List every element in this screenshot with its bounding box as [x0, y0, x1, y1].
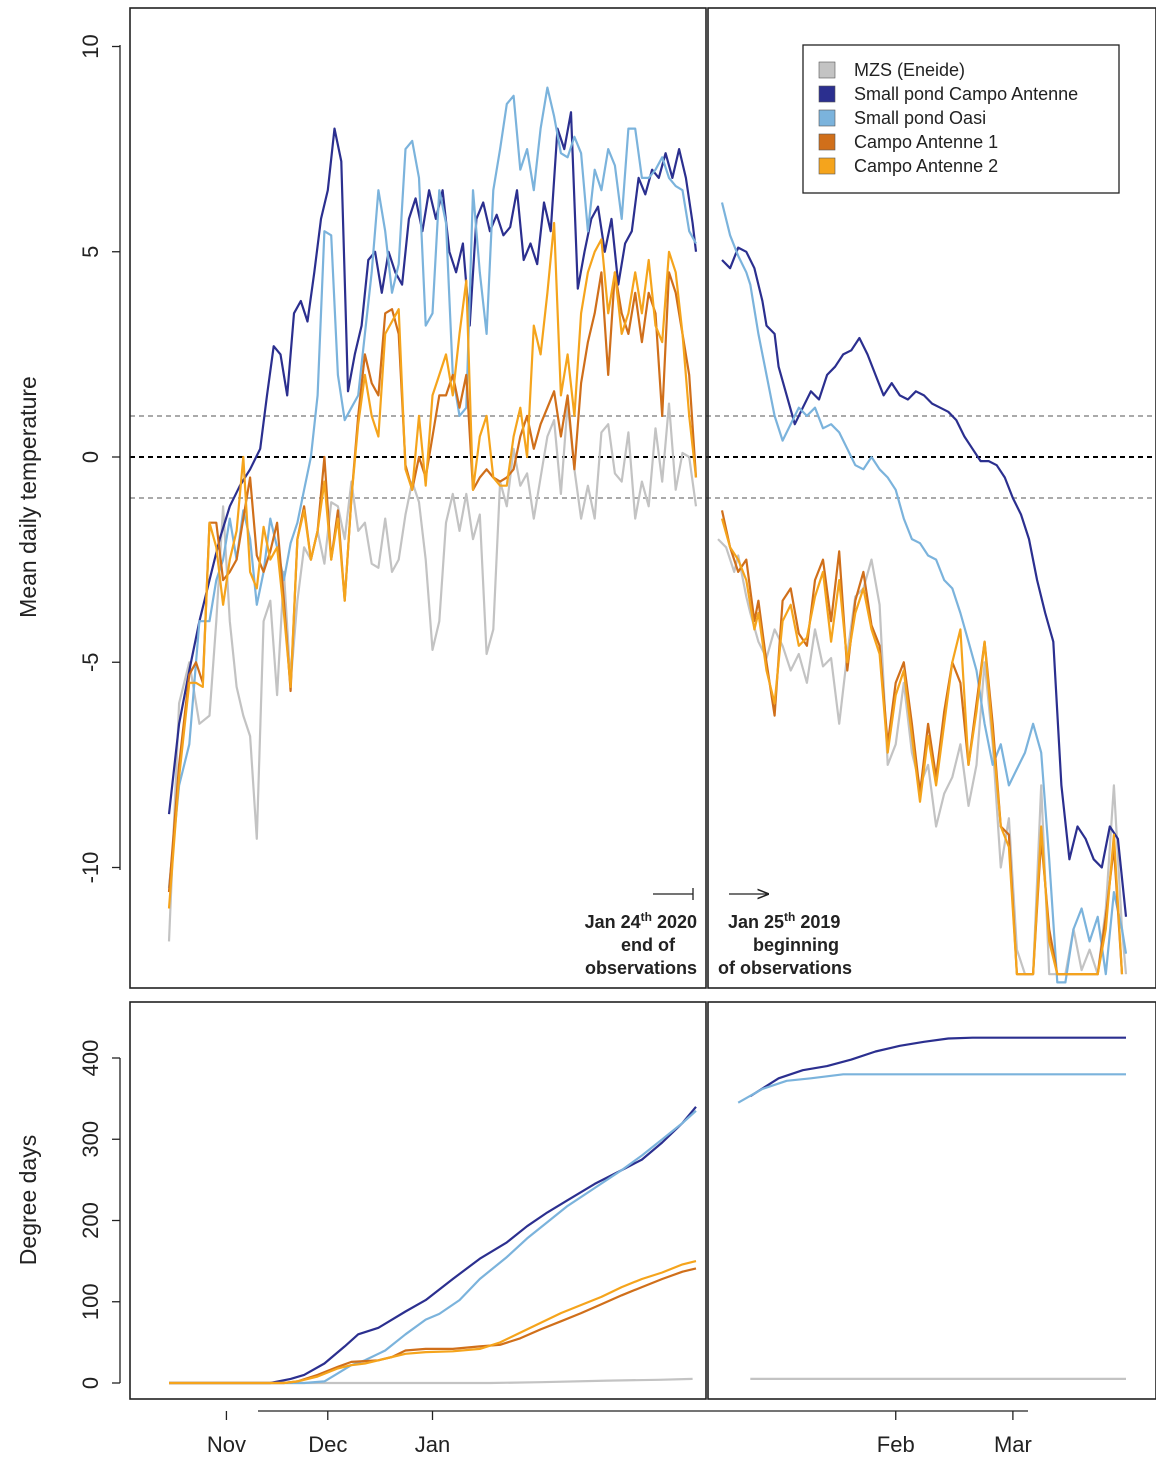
x-axis: Nov Dec Jan Feb Mar	[207, 1410, 1032, 1457]
x-tick-label-jan: Jan	[415, 1432, 450, 1457]
legend-label-campo-antenne-1: Campo Antenne 1	[854, 132, 998, 152]
top-series-campo-antenne-1-right	[720, 510, 1124, 976]
bottom-series-campo-antenne-2-left	[169, 1260, 697, 1385]
annotation-end-of-observations: Jan 24th 2020 end of observations	[585, 888, 697, 978]
top-y-axis: -10 -5 0 5 10	[78, 34, 121, 884]
bottom-y-tick-label: 100	[78, 1283, 103, 1320]
top-panel-series	[167, 86, 1128, 984]
top-y-tick-label: -5	[78, 652, 103, 672]
x-tick-label-nov: Nov	[207, 1432, 246, 1457]
x-tick-label-mar: Mar	[994, 1432, 1032, 1457]
bottom-panel-left-frame	[129, 1001, 707, 1400]
reference-lines	[130, 414, 1156, 500]
x-tick-label-feb: Feb	[877, 1432, 915, 1457]
legend-label-small-pond-oasi: Small pond Oasi	[854, 108, 986, 128]
top-series-campo-antenne-1-left	[167, 271, 698, 893]
bottom-y-tick-label: 400	[78, 1040, 103, 1077]
bottom-series-mzs-eneide-left	[169, 1377, 693, 1385]
bottom-series-small-pond-campo-antenne-right	[749, 1036, 1126, 1098]
annotation-left-line1: Jan 24th 2020	[585, 910, 697, 932]
annotation-left-line2: end of	[621, 935, 676, 955]
legend-box	[802, 44, 1120, 194]
annotation-beginning-of-observations: Jan 25th 2019 beginning of observations	[718, 894, 852, 978]
annotation-right-line2: beginning	[753, 935, 839, 955]
legend-label-mzs-eneide: MZS (Eneide)	[854, 60, 965, 80]
top-series-mzs-eneide-left	[167, 402, 698, 942]
bottom-y-axis: 0 100 200 300 400	[78, 1040, 121, 1389]
annotation-left-line3: observations	[585, 958, 697, 978]
top-series-campo-antenne-2-left	[167, 221, 698, 909]
annotation-right-line3: of observations	[718, 958, 852, 978]
top-series-small-pond-oasi-right	[720, 202, 1128, 984]
bottom-y-tick-label: 0	[78, 1377, 103, 1389]
top-series-small-pond-campo-antenne-left	[167, 111, 698, 815]
top-series-small-pond-oasi-left	[167, 86, 697, 889]
top-series-small-pond-campo-antenne-right	[721, 246, 1128, 917]
legend: MZS (Eneide) Small pond Campo Antenne Smal…	[802, 44, 1120, 194]
legend-label-small-pond-campo-antenne: Small pond Campo Antenne	[854, 84, 1078, 104]
legend-swatch-mzs-eneide	[818, 61, 836, 79]
bottom-y-axis-title: Degree days	[15, 1135, 41, 1265]
x-tick-label-dec: Dec	[308, 1432, 347, 1457]
legend-swatch-campo-antenne-2	[818, 157, 836, 175]
bottom-y-tick-label: 300	[78, 1121, 103, 1158]
legend-swatch-small-pond-campo-antenne	[818, 85, 836, 103]
top-y-tick-label: 10	[78, 34, 103, 58]
bottom-series-campo-antenne-1-left	[169, 1267, 697, 1385]
top-series-mzs-eneide-right	[717, 538, 1128, 976]
legend-swatch-small-pond-oasi	[818, 109, 836, 127]
bottom-panel-series	[169, 1036, 1126, 1385]
bottom-series-small-pond-campo-antenne-left	[169, 1106, 697, 1385]
legend-label-campo-antenne-2: Campo Antenne 2	[854, 156, 998, 176]
top-y-tick-label: 5	[78, 246, 103, 258]
bottom-panel-right-frame	[707, 1001, 1156, 1400]
top-y-axis-title: Mean daily temperature	[15, 376, 41, 618]
top-panel-left-frame	[129, 7, 707, 989]
bottom-series-small-pond-oasi-right	[737, 1073, 1126, 1104]
top-y-tick-label: 0	[78, 451, 103, 463]
top-y-tick-label: -10	[78, 852, 103, 884]
top-series-campo-antenne-2-right	[720, 518, 1124, 976]
annotation-right-line1: Jan 25th 2019	[728, 910, 840, 932]
bottom-series-small-pond-oasi-left	[169, 1109, 697, 1385]
bottom-y-tick-label: 200	[78, 1202, 103, 1239]
top-panel-right-frame	[707, 7, 1156, 989]
legend-swatch-campo-antenne-1	[818, 133, 836, 151]
